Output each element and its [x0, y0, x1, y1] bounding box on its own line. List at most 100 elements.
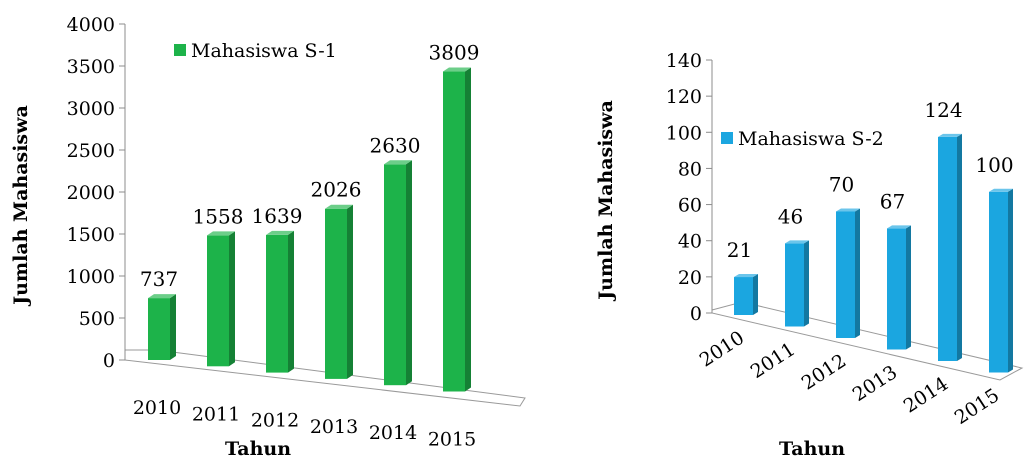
c1-bar [325, 204, 353, 379]
c1-y-tick-label: 3000 [67, 98, 115, 120]
c1-data-label: 2026 [311, 178, 362, 202]
c2-x-tick-label: 2012 [798, 350, 851, 395]
c2-bar [989, 188, 1013, 373]
c2-x-tick-label: 2011 [747, 338, 800, 383]
chart-s1-legend-label: Mahasiswa S-1 [191, 40, 337, 62]
c2-bar-front [887, 228, 906, 350]
c2-bar-top [836, 208, 860, 212]
c1-bar [266, 230, 294, 373]
c1-y-tick-label: 1000 [67, 266, 115, 288]
chart-s1-y-axis-title: Jumlah Mahasiswa [10, 105, 32, 307]
c2-y-tick-label: 60 [678, 195, 702, 217]
c1-bar-front [325, 208, 347, 379]
c2-bar-top [887, 225, 911, 229]
c1-data-label: 737 [140, 267, 178, 291]
chart-s2-legend-swatch [721, 132, 733, 144]
c1-data-label: 1639 [252, 204, 303, 228]
c1-y-tick-label: 0 [103, 350, 115, 372]
c1-x-tick-label: 2014 [369, 422, 417, 444]
chart-s1-x-axis-title: Tahun [225, 438, 291, 460]
c1-bar-front [207, 235, 229, 367]
c2-y-tick-label: 100 [666, 122, 702, 144]
c2-data-label: 124 [924, 98, 962, 122]
c1-bar [384, 160, 412, 386]
chart-s2-legend-label: Mahasiswa S-2 [738, 128, 884, 150]
c1-bar-side [347, 204, 353, 379]
chart-s2-bars [734, 133, 1013, 373]
c1-data-label: 1558 [193, 204, 244, 228]
c1-bar-side [465, 67, 471, 392]
chart-s1-bars [148, 67, 471, 392]
c1-data-label: 3809 [429, 41, 480, 65]
c2-bar-top [734, 274, 758, 278]
c2-data-label: 21 [727, 238, 752, 262]
chart-s2-x-axis-title: Tahun [779, 438, 845, 460]
c2-bar-front [785, 243, 804, 327]
c1-bar [148, 294, 176, 360]
c2-bar-front [938, 136, 957, 361]
c1-bar-front [443, 71, 465, 392]
c1-bar-top [325, 204, 353, 209]
chart-s2-data-labels: 21 46 70 67 124 100 [727, 98, 1014, 262]
c1-y-tick-label: 4000 [67, 14, 115, 36]
chart-s1-x-ticks: 2010 2011 2012 2013 2014 2015 [133, 397, 476, 451]
c1-bar-side [288, 230, 294, 373]
c2-bar-side [1008, 188, 1013, 373]
c2-bar-front [734, 277, 753, 315]
chart-s1-legend-swatch [174, 44, 186, 56]
c2-x-tick-label: 2013 [849, 361, 902, 406]
chart-s1: 0 500 1000 1500 2000 2500 3000 3500 4000 737 1558… [10, 14, 526, 460]
c2-bar [836, 208, 860, 338]
c1-x-tick-label: 2015 [428, 429, 476, 451]
c1-bar-side [229, 231, 235, 367]
c1-bar-front [148, 298, 170, 360]
c2-y-tick-label: 140 [666, 50, 702, 72]
c2-bar-side [906, 225, 911, 350]
c2-bar [887, 225, 911, 350]
c2-bar-top [989, 188, 1013, 192]
c1-bar-top [207, 231, 235, 236]
c2-data-label: 70 [829, 173, 854, 197]
c2-bar-side [957, 133, 962, 361]
c2-bar [734, 274, 758, 315]
chart-s2-y-axis-title: Jumlah Mahasiswa [595, 100, 617, 302]
c1-y-tick-label: 1500 [67, 224, 115, 246]
c1-bar-front [266, 234, 288, 373]
c1-bar-top [384, 160, 412, 165]
c1-bar [443, 67, 471, 392]
c2-bar-top [938, 133, 962, 137]
c1-bar-top [148, 294, 176, 299]
c2-bar-front [836, 211, 855, 338]
c1-bar-top [266, 230, 294, 235]
c2-y-tick-label: 0 [690, 303, 702, 325]
c2-y-tick-label: 80 [678, 158, 702, 180]
c2-x-tick-label: 2014 [900, 373, 953, 418]
c2-y-tick-label: 20 [678, 267, 702, 289]
c1-x-tick-label: 2012 [251, 410, 299, 432]
c2-x-tick-label: 2015 [951, 384, 1004, 429]
c2-bar-side [804, 240, 809, 327]
c2-bar [785, 240, 809, 327]
c2-bar-front [989, 191, 1008, 373]
c1-bar [207, 231, 235, 367]
c2-x-tick-label: 2010 [696, 327, 749, 372]
c1-bar-front [384, 164, 406, 386]
c2-data-label: 46 [778, 204, 803, 228]
c2-data-label: 67 [880, 189, 905, 213]
chart-s2-y-ticks: 0 20 40 60 80 100 120 140 [666, 50, 712, 325]
c2-bar-side [855, 208, 860, 338]
c2-bar-side [753, 274, 758, 315]
c2-data-label: 100 [975, 153, 1013, 177]
chart-s1-y-ticks: 0 500 1000 1500 2000 2500 3000 3500 4000 [67, 14, 125, 372]
c1-y-tick-label: 3500 [67, 56, 115, 78]
c2-y-tick-label: 40 [678, 231, 702, 253]
c1-y-tick-label: 2500 [67, 140, 115, 162]
c2-bar-top [785, 240, 809, 244]
c1-x-tick-label: 2011 [192, 403, 240, 425]
c1-bar-side [406, 160, 412, 386]
c1-y-tick-label: 2000 [67, 182, 115, 204]
c1-bar-side [170, 294, 176, 360]
chart-s1-data-labels: 737 1558 1639 2026 2630 3809 [140, 41, 480, 292]
